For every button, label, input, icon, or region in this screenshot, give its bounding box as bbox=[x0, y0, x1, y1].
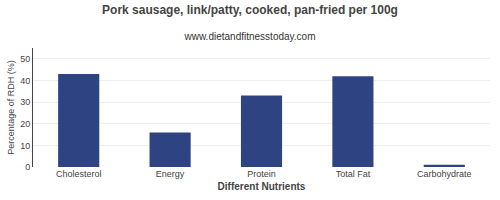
svg-text:Carbohydrate: Carbohydrate bbox=[417, 169, 472, 179]
svg-text:www.dietandfitnesstoday.com: www.dietandfitnesstoday.com bbox=[184, 31, 316, 42]
svg-text:Percentage of RDH (%): Percentage of RDH (%) bbox=[6, 60, 16, 155]
svg-text:Different Nutrients: Different Nutrients bbox=[218, 181, 306, 192]
svg-text:Cholesterol: Cholesterol bbox=[56, 169, 102, 179]
svg-text:Pork sausage, link/patty, cook: Pork sausage, link/patty, cooked, pan-fr… bbox=[102, 3, 398, 17]
svg-text:Energy: Energy bbox=[156, 169, 185, 179]
svg-text:Total Fat: Total Fat bbox=[336, 169, 371, 179]
svg-text:0: 0 bbox=[25, 162, 30, 172]
svg-text:Protein: Protein bbox=[247, 169, 276, 179]
svg-text:20: 20 bbox=[20, 119, 30, 129]
svg-text:10: 10 bbox=[20, 141, 30, 151]
svg-text:40: 40 bbox=[20, 76, 30, 86]
svg-text:30: 30 bbox=[20, 97, 30, 107]
svg-text:50: 50 bbox=[20, 54, 30, 64]
